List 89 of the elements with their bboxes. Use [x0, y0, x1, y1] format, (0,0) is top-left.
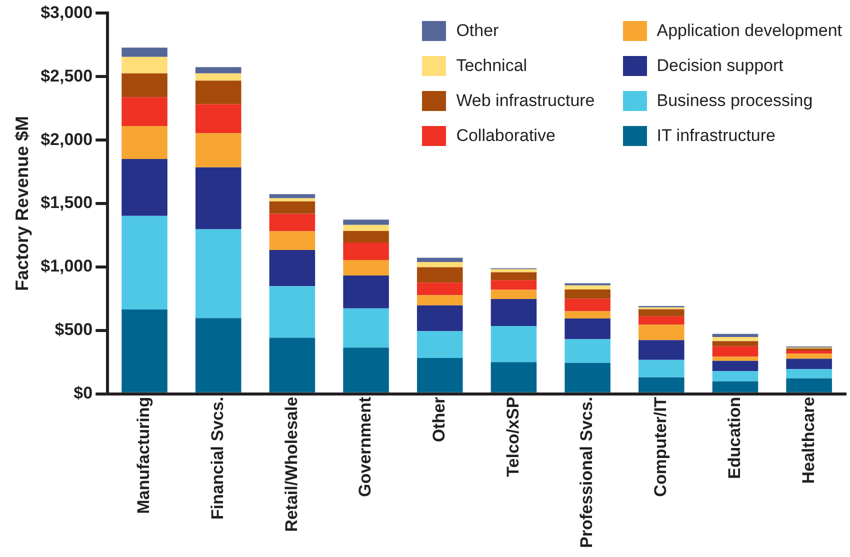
x-tick-label: Manufacturing [134, 396, 154, 514]
bar [638, 309, 684, 316]
x-tick-label: Other [430, 396, 449, 442]
bar [490, 326, 537, 362]
bar [786, 358, 832, 370]
bar [195, 133, 242, 168]
bar [269, 214, 316, 232]
bar [122, 158, 168, 216]
bar [490, 290, 537, 300]
bar [416, 305, 463, 332]
bar [564, 318, 610, 340]
bar [122, 73, 168, 98]
x-tick-label: Telco/xSP [503, 396, 522, 477]
bar [195, 229, 242, 318]
bar [786, 354, 832, 359]
y-tick-label: $2,000 [40, 130, 93, 149]
legend-label: Collaborative [456, 126, 556, 146]
bar [269, 250, 316, 286]
bar [416, 267, 463, 283]
x-tick-label: Financial Svcs. [208, 396, 228, 520]
legend-label: Other [456, 20, 499, 41]
y-tick-label: $1,000 [40, 256, 93, 276]
bar [269, 286, 316, 338]
bar [195, 80, 242, 104]
bar [786, 350, 832, 354]
bar [638, 360, 684, 378]
bar [712, 334, 758, 337]
bar [490, 280, 537, 290]
bar [122, 97, 168, 126]
bar [638, 324, 684, 340]
bar [195, 167, 242, 230]
x-tick-label: Healthcare [798, 396, 818, 484]
bar [564, 290, 610, 299]
y-tick-label: $2,500 [40, 66, 93, 86]
bar [638, 340, 684, 360]
x-tick-label: Professional Svcs. [577, 396, 596, 548]
bar [416, 262, 463, 268]
bar [343, 220, 389, 225]
bar [416, 331, 463, 358]
bar [343, 308, 389, 348]
bar [269, 201, 316, 214]
x-tick-label: Government [356, 396, 375, 497]
bar [195, 67, 242, 74]
bar [343, 242, 389, 260]
bar [490, 269, 537, 272]
bar [343, 275, 389, 308]
y-tick-label: $3,000 [40, 2, 93, 22]
bar [712, 346, 758, 357]
x-tick-label: Education [724, 396, 744, 479]
bar [343, 231, 389, 242]
bar [564, 339, 610, 363]
bar [712, 360, 758, 372]
bar [712, 341, 758, 346]
legend-label: Application development [656, 20, 842, 41]
y-tick-label: $500 [54, 320, 93, 340]
bar [122, 48, 168, 57]
bar [564, 298, 610, 312]
legend-label: Decision support [656, 56, 784, 76]
x-tick-label: Computer/IT [651, 396, 670, 497]
bar [122, 216, 168, 310]
bar [122, 56, 168, 74]
bar [343, 260, 389, 276]
bar [416, 295, 463, 306]
bar [416, 282, 463, 296]
y-tick-label: $0 [74, 384, 93, 403]
bar [269, 198, 316, 202]
bar [712, 371, 758, 382]
bar [490, 299, 537, 326]
legend-label: Web infrastructure [456, 90, 595, 111]
bar [564, 311, 610, 318]
bar [786, 369, 832, 378]
bar [195, 73, 242, 81]
legend-label: Business processing [656, 90, 813, 111]
y-axis-title: Factory Revenue $M [12, 116, 32, 292]
bar [490, 272, 537, 280]
bar [269, 194, 316, 198]
bar [343, 224, 389, 232]
bar [638, 316, 684, 325]
x-tick-label: Retail/Wholesale [282, 396, 301, 532]
y-tick-label: $1,500 [40, 193, 93, 212]
bar [712, 356, 758, 361]
bar [416, 258, 463, 262]
legend-label: IT infrastructure [656, 126, 776, 146]
bar [122, 126, 168, 159]
bar [269, 231, 316, 250]
legend-label: Technical [456, 56, 528, 76]
bar [712, 336, 758, 342]
bar [195, 104, 242, 134]
bar [564, 285, 610, 290]
